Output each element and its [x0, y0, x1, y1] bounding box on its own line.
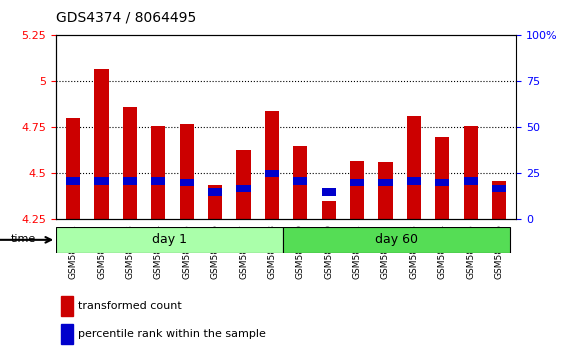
Bar — [435, 137, 449, 219]
Bar — [435, 179, 449, 186]
Bar — [208, 188, 222, 195]
Bar — [492, 181, 506, 219]
Bar — [123, 177, 137, 184]
Bar — [350, 161, 364, 219]
Bar — [66, 177, 80, 184]
Bar — [293, 146, 307, 219]
Bar — [407, 116, 421, 219]
Bar — [463, 126, 478, 219]
Bar — [379, 162, 393, 219]
Text: time: time — [11, 234, 36, 244]
Bar — [94, 177, 109, 184]
Bar — [236, 149, 251, 219]
Bar — [66, 118, 80, 219]
Bar — [265, 170, 279, 177]
Bar — [265, 111, 279, 219]
Bar — [180, 179, 194, 186]
Bar — [94, 69, 109, 219]
Bar — [180, 124, 194, 219]
Bar — [236, 184, 251, 192]
Bar — [321, 188, 336, 195]
Text: percentile rank within the sample: percentile rank within the sample — [77, 330, 265, 339]
Bar — [463, 177, 478, 184]
Bar — [151, 126, 165, 219]
Text: transformed count: transformed count — [77, 301, 181, 311]
Bar — [293, 177, 307, 184]
Bar — [123, 107, 137, 219]
Bar — [61, 296, 73, 316]
Bar — [151, 177, 165, 184]
Bar — [407, 177, 421, 184]
Bar — [350, 179, 364, 186]
Text: GDS4374 / 8064495: GDS4374 / 8064495 — [56, 11, 196, 25]
Bar — [208, 184, 222, 219]
Text: day 60: day 60 — [375, 233, 419, 246]
FancyBboxPatch shape — [56, 227, 283, 253]
Bar — [61, 324, 73, 344]
Bar — [321, 201, 336, 219]
Bar — [492, 184, 506, 192]
FancyBboxPatch shape — [283, 227, 511, 253]
Text: day 1: day 1 — [152, 233, 187, 246]
Bar — [379, 179, 393, 186]
